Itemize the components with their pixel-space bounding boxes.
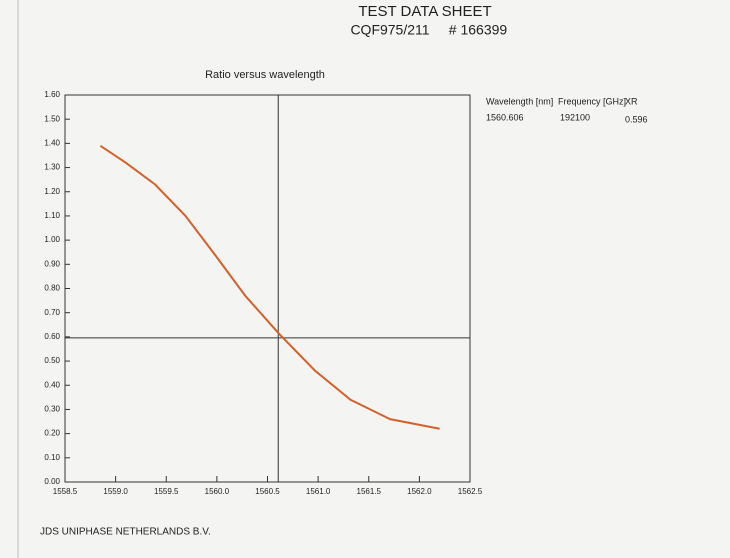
serial-number: # 166399 [449,22,508,38]
x-tick-label: 1560.5 [255,487,280,496]
table-cell: 192100 [560,112,590,122]
y-tick-label: 0.70 [44,308,60,317]
y-tick-label: 0.50 [44,356,60,365]
y-tick-label: 1.20 [44,187,60,196]
x-tick-label: 1560.0 [205,487,230,496]
chart-title: Ratio versus wavelength [205,69,325,81]
y-tick-label: 1.60 [44,90,60,99]
x-tick-label: 1559.5 [154,487,179,496]
table-cell: 1560.606 [486,112,524,122]
y-tick-label: 0.90 [44,259,60,268]
part-number: CQF975/211 [350,22,429,38]
y-tick-label: 0.20 [44,429,60,438]
y-tick-label: 1.40 [44,138,60,147]
y-tick-label: 1.30 [44,163,60,172]
y-tick-label: 0.10 [44,453,60,462]
y-tick-label: 0.00 [44,477,60,486]
y-tick-label: 1.10 [44,211,60,220]
data-line [99,144,440,430]
y-tick-label: 0.40 [44,380,60,389]
x-tick-label: 1561.0 [306,487,331,496]
y-tick-label: 0.60 [44,332,60,341]
y-tick-label: 0.30 [44,405,60,414]
x-tick-label: 1558.5 [53,487,78,496]
x-tick-label: 1559.0 [103,487,128,496]
table-header: Wavelength [nm] [486,96,553,106]
table-header: Frequency [GHz] [558,96,626,106]
y-tick-label: 1.50 [44,114,60,123]
y-tick-label: 0.80 [44,284,60,293]
sheet-title: TEST DATA SHEET [358,3,491,20]
x-tick-label: 1562.5 [458,487,483,496]
x-tick-label: 1561.5 [357,487,382,496]
footer: JDS UNIPHASE NETHERLANDS B.V. [40,527,211,538]
x-tick-label: 1562.0 [407,487,432,496]
table-header: XR [625,96,638,106]
y-tick-label: 1.00 [44,235,60,244]
table-cell: 0.596 [625,114,648,124]
